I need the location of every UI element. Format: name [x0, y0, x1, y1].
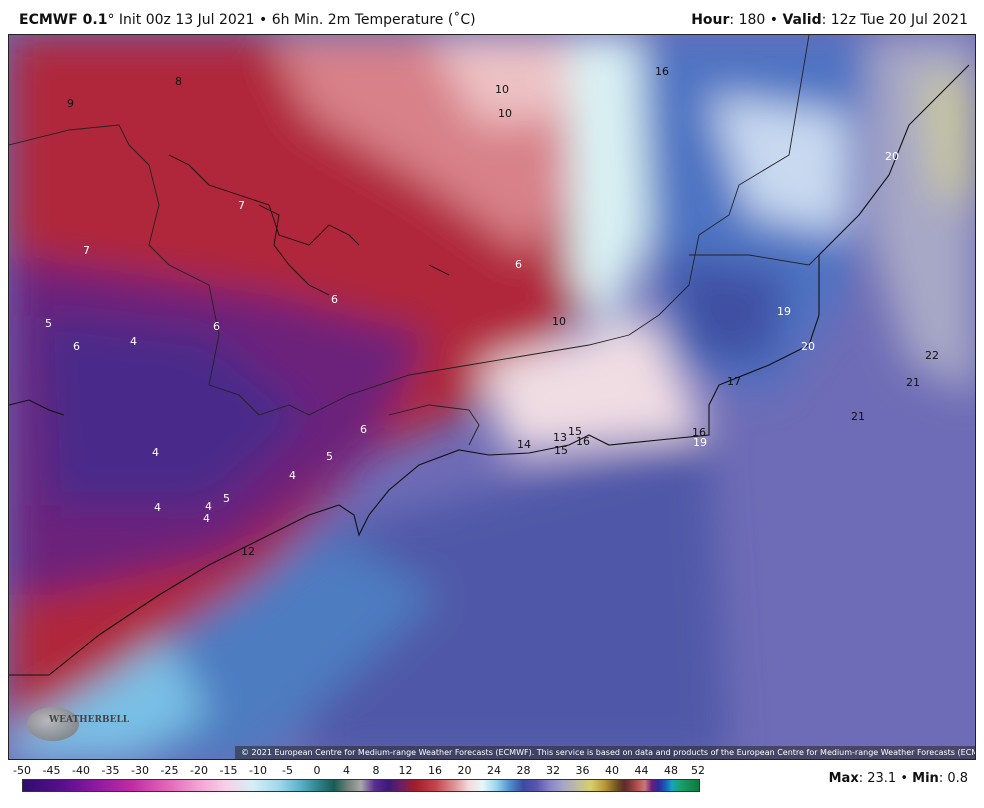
init-time: Init 00z 13 Jul 2021	[118, 12, 255, 28]
label-6-b: 6	[331, 293, 338, 306]
river-west	[9, 399, 65, 416]
label-7-a: 7	[238, 199, 245, 212]
temperature-field	[9, 35, 975, 759]
label-4-e: 4	[205, 500, 212, 513]
valid-value: : 12z Tue 20 Jul 2021	[821, 12, 968, 28]
label-21-a: 21	[906, 376, 920, 389]
label-6-d: 6	[213, 320, 220, 333]
legend-tick: -25	[160, 764, 179, 777]
min-label: Min	[912, 771, 939, 786]
color-legend: -50 -45 -40 -35 -30 -25 -20 -15 -10 -5 0…	[8, 764, 708, 804]
legend-tick: 20	[457, 764, 472, 777]
label-21-b: 21	[851, 410, 865, 423]
label-8: 8	[175, 75, 182, 88]
label-15-b: 15	[554, 444, 568, 457]
legend-tick: -15	[219, 764, 238, 777]
legend-tick: -30	[131, 764, 149, 777]
contour-labels: 8 9 10 10 16 20 7 7 6 6 5 6 4 6 10 19 20…	[45, 65, 939, 558]
legend-tick: -40	[72, 764, 90, 777]
label-15-a: 15	[568, 425, 582, 438]
legend-tick: 0	[313, 764, 321, 777]
valid-time-info: Hour: 180 • Valid: 12z Tue 20 Jul 2021	[691, 12, 968, 28]
legend-tick: 28	[516, 764, 531, 777]
temperature-map: 8 9 10 10 16 20 7 7 6 6 5 6 4 6 10 19 20…	[8, 34, 976, 760]
label-4-b: 4	[152, 446, 159, 459]
label-9: 9	[67, 97, 74, 110]
hour-value: : 180	[729, 12, 766, 28]
legend-tick: -35	[101, 764, 120, 777]
label-19-b: 19	[693, 436, 707, 449]
label-13: 13	[553, 431, 567, 444]
logo-text: WEATHERBELL	[49, 715, 130, 725]
label-19-a: 19	[777, 305, 791, 318]
label-10-b: 10	[498, 107, 512, 120]
state-border-4	[689, 254, 820, 266]
label-22: 22	[925, 349, 939, 362]
legend-tick: 12	[398, 764, 413, 777]
label-17: 17	[727, 375, 741, 388]
legend-tick: 24	[487, 764, 501, 777]
product-name: 6h Min. 2m Temperature (˚C)	[271, 12, 476, 28]
separator-bullet: •	[259, 12, 268, 28]
legend-tick: 52	[691, 764, 705, 777]
label-20-northeast: 20	[885, 150, 899, 163]
label-20-a: 20	[801, 340, 815, 353]
state-border-3	[658, 35, 810, 316]
degree-mark: °	[107, 12, 115, 28]
separator-bullet-2: •	[769, 12, 779, 28]
label-4-c: 4	[289, 469, 296, 482]
legend-tick: -50	[13, 764, 31, 777]
state-border-2	[388, 404, 480, 446]
legend-color-bar	[22, 779, 700, 792]
legend-tick: 36	[575, 764, 590, 777]
legend-tick: -5	[282, 764, 293, 777]
label-7-b: 7	[83, 244, 90, 257]
map-title: ECMWF 0.1° Init 00z 13 Jul 2021 • 6h Min…	[19, 12, 476, 28]
label-6-c: 6	[73, 340, 80, 353]
legend-tick: 8	[372, 764, 380, 777]
max-label: Max	[828, 771, 859, 786]
min-value: : 0.8	[938, 771, 968, 786]
weatherbell-logo: WEATHERBELL	[21, 699, 129, 747]
legend-tick: -20	[190, 764, 208, 777]
legend-tick: 32	[546, 764, 560, 777]
label-4-a: 4	[130, 335, 137, 348]
model-name: ECMWF 0.1	[19, 12, 108, 28]
label-16-north: 16	[655, 65, 669, 78]
legend-tick: -10	[249, 764, 267, 777]
legend-tick: 48	[664, 764, 678, 777]
coastline	[9, 64, 970, 676]
label-16-b: 16	[692, 426, 706, 439]
max-value: : 23.1	[858, 771, 897, 786]
label-12: 12	[241, 545, 255, 558]
river-network	[168, 154, 450, 296]
logo-globe-icon	[27, 707, 79, 741]
label-6-e: 6	[360, 423, 367, 436]
map-canvas: 8 9 10 10 16 20 7 7 6 6 5 6 4 6 10 19 20…	[9, 35, 975, 759]
valid-label: Valid	[782, 12, 822, 28]
label-4-d: 4	[154, 501, 161, 514]
copyright-notice: © 2021 European Centre for Medium-range …	[235, 746, 975, 759]
label-10-c: 10	[552, 315, 566, 328]
legend-tick: 44	[634, 764, 649, 777]
legend-tick: 4	[343, 764, 350, 777]
label-5-b: 5	[326, 450, 333, 463]
max-min-stats: Max: 23.1 • Min: 0.8	[829, 771, 968, 786]
label-16-a: 16	[576, 435, 590, 448]
header-bar: ECMWF 0.1° Init 00z 13 Jul 2021 • 6h Min…	[0, 0, 984, 34]
legend-tick: 16	[428, 764, 442, 777]
label-5-c: 5	[223, 492, 230, 505]
legend-ticks: -50 -45 -40 -35 -30 -25 -20 -15 -10 -5 0…	[8, 764, 708, 778]
label-6-a: 6	[515, 258, 522, 271]
legend-tick: -45	[42, 764, 61, 777]
state-border-1	[9, 124, 660, 416]
label-5-a: 5	[45, 317, 52, 330]
label-10-a: 10	[495, 83, 509, 96]
label-14: 14	[517, 438, 531, 451]
stats-bullet: •	[900, 771, 909, 786]
hour-label: Hour	[691, 12, 730, 28]
legend-tick: 40	[605, 764, 619, 777]
label-4-f: 4	[203, 512, 210, 525]
